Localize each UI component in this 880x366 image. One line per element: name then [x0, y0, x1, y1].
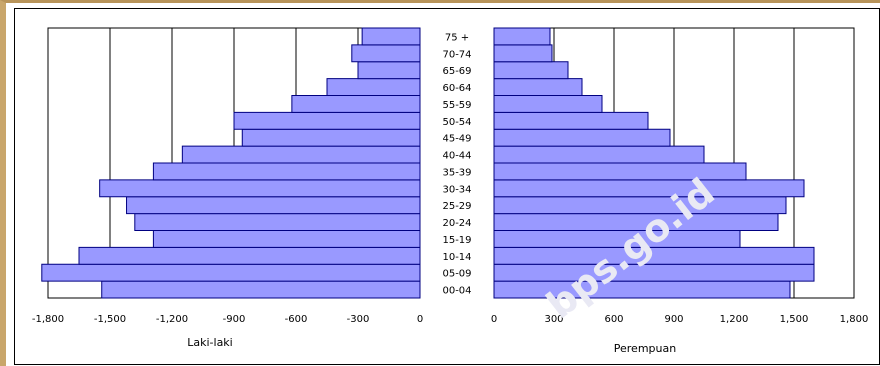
bar-perempuan-65-69 [493, 61, 569, 80]
tick-label: 1,200 [720, 314, 749, 325]
age-group-label: 40-44 [442, 151, 471, 162]
bar-perempuan-60-64 [493, 78, 583, 96]
left-axis-label: Laki-laki [187, 336, 233, 349]
age-group-label: 65-69 [442, 66, 471, 77]
tick-label: 1,800 [840, 314, 869, 325]
tick-label: -300 [347, 314, 370, 325]
tick-label: 300 [544, 314, 563, 325]
tick-label: -1,500 [94, 314, 126, 325]
bar-perempuan-55-59 [493, 95, 603, 113]
age-group-label: 35-39 [442, 167, 471, 178]
bar-perempuan-70-74 [493, 44, 553, 63]
age-group-label: 70-74 [442, 49, 471, 60]
bar-laki-laki-35-39 [152, 162, 421, 181]
tick-label: 900 [664, 314, 683, 325]
bar-laki-laki-15-19 [152, 230, 421, 248]
bar-laki-laki-45-49 [241, 128, 421, 147]
bar-perempuan-05-09 [493, 263, 815, 282]
age-group-label: 75 + [445, 32, 469, 43]
age-group-label: 20-24 [442, 218, 471, 229]
bar-laki-laki-60-64 [326, 78, 421, 96]
age-group-label: 10-14 [442, 252, 471, 263]
age-group-label: 45-49 [442, 134, 471, 145]
bar-laki-laki-05-09 [41, 263, 421, 282]
age-group-label: 25-29 [442, 201, 471, 212]
bar-laki-laki-00-04 [101, 280, 421, 299]
bar-perempuan-50-54 [493, 111, 649, 130]
bars [41, 27, 815, 299]
age-group-label: 60-64 [442, 83, 471, 94]
bar-perempuan-75 + [493, 27, 551, 46]
tick-label: -600 [285, 314, 308, 325]
bar-laki-laki-40-44 [181, 145, 421, 164]
tick-label: 0 [417, 314, 423, 325]
age-group-label: 55-59 [442, 100, 471, 111]
bar-laki-laki-65-69 [357, 61, 421, 80]
bar-laki-laki-30-34 [99, 179, 421, 198]
age-group-label: 05-09 [442, 269, 471, 280]
tick-label: -1,200 [156, 314, 188, 325]
bar-perempuan-25-29 [493, 196, 787, 215]
bar-laki-laki-20-24 [134, 213, 421, 231]
bar-laki-laki-55-59 [291, 95, 421, 113]
bar-perempuan-45-49 [493, 128, 671, 147]
tick-label: 600 [604, 314, 623, 325]
age-group-label: 00-04 [442, 286, 471, 297]
labels: -1,800 -1,500 -1,200 -900 -600 -300 0 0 300 600 90… [32, 32, 868, 325]
tick-label: 1,500 [780, 314, 809, 325]
bar-perempuan-00-04 [493, 280, 791, 299]
age-group-label: 15-19 [442, 235, 471, 246]
tick-label: -1,800 [32, 314, 64, 325]
bar-perempuan-30-34 [493, 179, 805, 198]
tick-label: -900 [223, 314, 246, 325]
bar-perempuan-35-39 [493, 162, 747, 181]
bar-perempuan-40-44 [493, 145, 705, 164]
bar-laki-laki-70-74 [351, 44, 421, 63]
bar-laki-laki-50-54 [233, 111, 421, 130]
right-axis-label: Perempuan [614, 342, 676, 355]
tick-label: 0 [491, 314, 497, 325]
age-group-label: 50-54 [442, 117, 471, 128]
age-group-label: 30-34 [442, 184, 471, 195]
bar-laki-laki-10-14 [78, 246, 421, 265]
bar-laki-laki-25-29 [126, 196, 421, 215]
bar-laki-laki-75 + [361, 27, 421, 46]
